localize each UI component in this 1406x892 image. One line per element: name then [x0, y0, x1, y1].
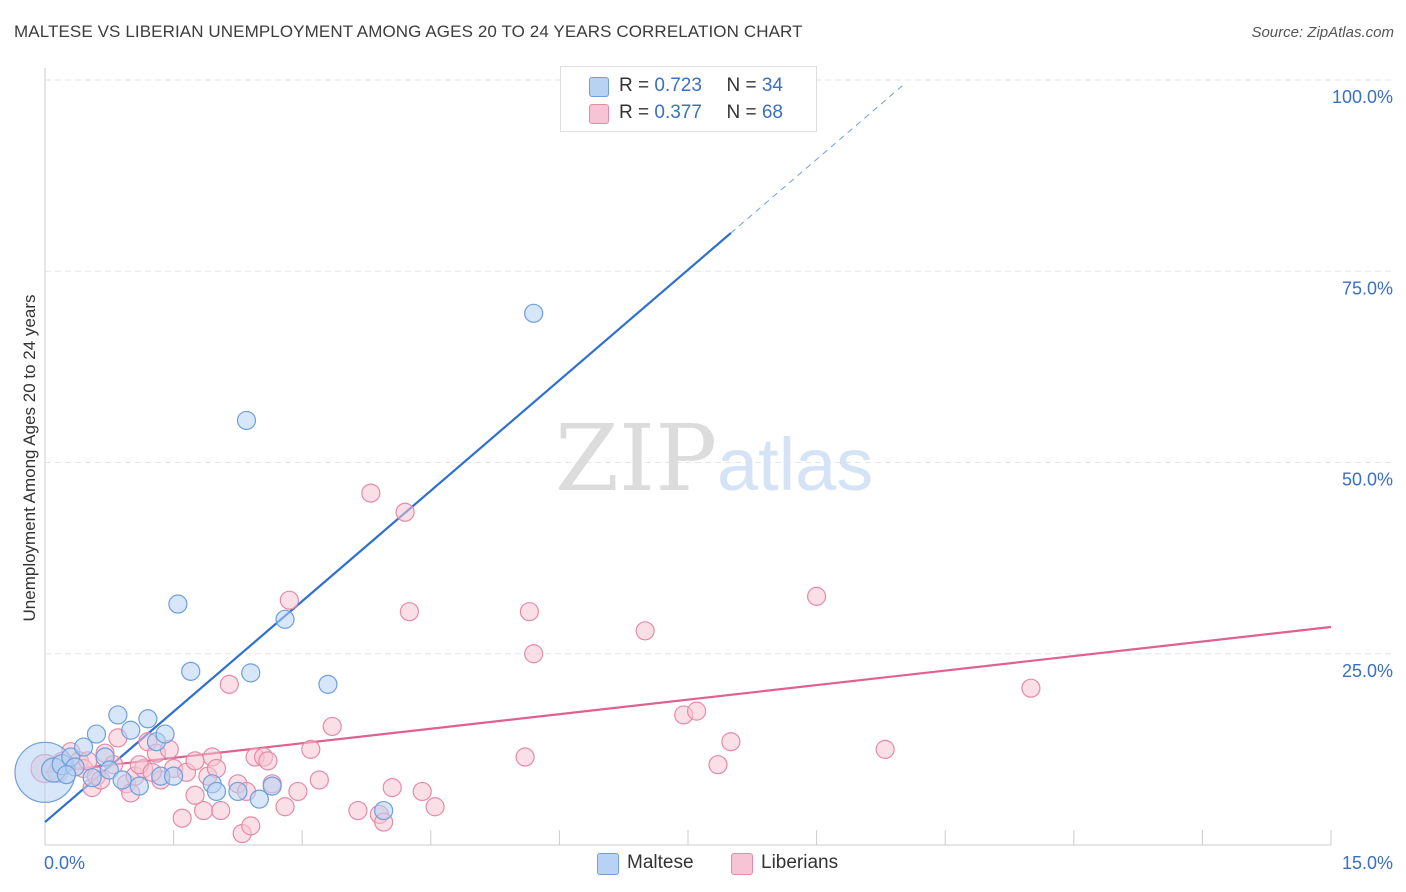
liberians-point-53	[524, 644, 544, 664]
maltese-trend-line	[44, 232, 732, 823]
liberians-point-49	[412, 781, 432, 802]
maltese-point-12	[121, 720, 141, 740]
liberians-point-40	[309, 770, 329, 790]
liberians-point-36	[275, 797, 295, 817]
liberians-point-67	[185, 785, 205, 805]
maltese-point-31	[524, 303, 544, 323]
liberians-point-56	[686, 701, 707, 721]
liberians-swatch	[589, 104, 609, 124]
liberians-point-61	[1021, 678, 1041, 698]
maltese-point-20	[181, 661, 201, 681]
maltese-point-5	[73, 737, 94, 757]
liberians-point-51	[515, 747, 535, 767]
watermark-atlas: atlas	[717, 423, 873, 506]
axes	[44, 68, 1332, 846]
maltese-r-label: R =	[619, 75, 655, 96]
maltese-n-value: 34	[761, 75, 783, 96]
liberians-point-58	[721, 732, 741, 752]
maltese-point-13	[129, 776, 149, 796]
maltese-point-23	[228, 781, 248, 802]
liberians-point-54	[635, 621, 655, 641]
liberians-point-52	[519, 602, 539, 622]
maltese-point-26	[249, 789, 269, 809]
liberians-n-label: N =	[726, 102, 762, 123]
maltese-legend-label: Maltese	[627, 852, 694, 873]
source-label: Source: ZipAtlas.com	[1251, 24, 1394, 41]
liberians-point-27	[219, 674, 239, 694]
liberians-point-22	[185, 751, 205, 771]
maltese-point-18	[168, 594, 188, 614]
y-tick-label-100: 100.0%	[1332, 87, 1393, 107]
liberians-point-26	[211, 800, 231, 821]
tick-labels: 25.0% 50.0% 75.0% 100.0% 0.0% 15.0%	[44, 87, 1393, 873]
liberians-point-60	[875, 739, 895, 759]
data-points	[14, 70, 1041, 844]
liberians-point-42	[348, 800, 368, 821]
liberians-point-57	[708, 755, 728, 775]
trend-lines	[44, 85, 1332, 823]
liberians-point-38	[288, 781, 308, 802]
maltese-n-label: N =	[726, 75, 762, 96]
liberians-legend-label: Liberians	[761, 852, 839, 873]
grid	[45, 79, 1392, 655]
maltese-point-24	[236, 410, 257, 431]
maltese-point-30	[374, 800, 394, 821]
maltese-point-10	[108, 705, 128, 725]
liberians-point-48	[399, 602, 419, 622]
maltese-point-28	[275, 609, 295, 629]
maltese-trend-extension	[730, 85, 903, 234]
liberians-point-46	[382, 778, 402, 798]
liberians-trend-line	[44, 625, 1332, 774]
watermark-zip: ZIP	[555, 405, 717, 512]
maltese-point-9	[99, 760, 119, 780]
maltese-point-19	[164, 766, 184, 786]
maltese-point-22	[206, 781, 227, 802]
x-tick-label-min: 0.0%	[44, 853, 85, 873]
maltese-point-7	[86, 724, 107, 744]
y-axis-label: Unemployment Among Ages 20 to 24 years	[20, 295, 39, 622]
liberians-point-43	[361, 483, 381, 503]
liberians-point-20	[172, 808, 192, 828]
liberians-point-47	[395, 502, 415, 522]
liberians-point-39	[301, 739, 321, 759]
maltese-r-value: 0.723	[654, 75, 702, 96]
liberians-r-label: R =	[619, 102, 655, 123]
liberians-r-value: 0.377	[654, 102, 702, 123]
maltese-point-14	[138, 709, 158, 729]
maltese-legend-swatch	[597, 853, 619, 875]
liberians-n-value: 68	[761, 102, 783, 123]
liberians-point-59	[806, 586, 827, 606]
y-tick-label-25: 25.0%	[1342, 661, 1393, 681]
maltese-swatch	[589, 77, 609, 97]
chart-title: MALTESE VS LIBERIAN UNEMPLOYMENT AMONG A…	[14, 22, 803, 41]
liberians-point-31	[241, 816, 261, 836]
maltese-point-11	[112, 770, 132, 790]
liberians-point-34	[258, 751, 278, 771]
liberians-point-50	[425, 797, 445, 817]
liberians-legend-swatch	[731, 853, 753, 875]
maltese-point-6	[82, 768, 102, 788]
liberians-point-41	[322, 716, 342, 737]
y-tick-label-75: 75.0%	[1342, 278, 1393, 298]
maltese-point-27	[262, 776, 282, 796]
correlation-legend: R = 0.723 N = 34 R = 0.377 N = 68	[560, 66, 817, 132]
x-tick-label-max: 15.0%	[1342, 853, 1393, 873]
y-tick-label-50: 50.0%	[1342, 470, 1393, 490]
maltese-point-33	[56, 765, 77, 785]
watermark: ZIP atlas	[555, 405, 873, 512]
liberians-point-37	[279, 590, 299, 610]
maltese-point-29	[318, 674, 338, 694]
maltese-point-17	[155, 724, 175, 744]
maltese-point-25	[241, 663, 261, 683]
